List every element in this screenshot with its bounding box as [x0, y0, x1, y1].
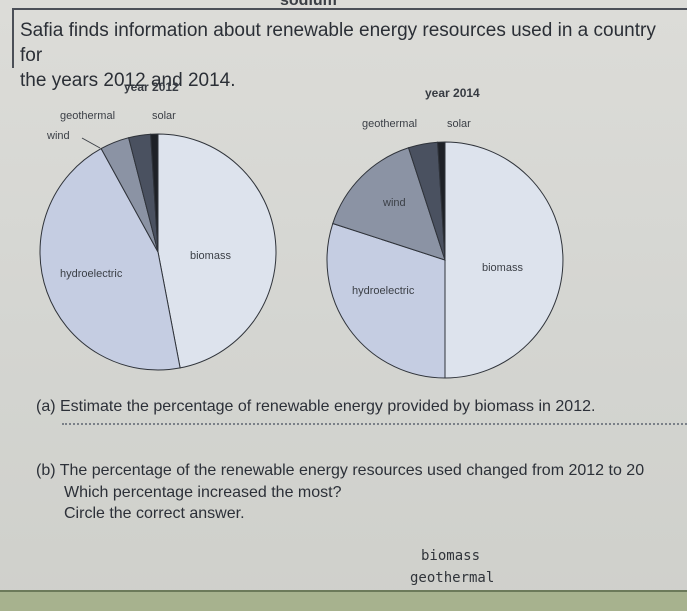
question-a: (a) Estimate the percentage of renewable…	[36, 398, 596, 415]
pie-chart-2012	[39, 133, 277, 371]
label-2012-wind: wind	[47, 130, 70, 142]
pie-slice-2014-wind	[332, 147, 446, 261]
label-2014-hydroelectric: hydroelectric	[352, 285, 415, 297]
label-2012-solar: solar	[152, 110, 176, 122]
chart-2014-title: year 2014	[425, 86, 480, 100]
pie-slice-2014-solar	[437, 141, 446, 261]
label-2012-hydroelectric: hydroelectric	[60, 268, 123, 280]
intro-line-1: Safia finds information about renewable …	[20, 20, 656, 66]
pie-slice-2012-solar	[150, 133, 159, 253]
pie-slice-2014-hydroelectric	[326, 222, 446, 379]
label-2014-wind: wind	[383, 197, 406, 209]
bottom-rule	[0, 590, 687, 592]
pie-chart-2014	[326, 141, 564, 379]
top-border	[12, 8, 687, 10]
question-b-line-3: Circle the correct answer.	[64, 505, 245, 522]
answer-option-geothermal[interactable]: geothermal	[410, 570, 495, 586]
intro-line-2: the years 2012 and 2014.	[20, 70, 236, 91]
label-2012-biomass: biomass	[190, 250, 231, 262]
label-2014-geothermal: geothermal	[362, 118, 418, 130]
question-intro: Safia finds information about renewable …	[20, 18, 680, 93]
answer-line-a[interactable]	[62, 423, 687, 425]
label-2014-solar: solar	[447, 118, 471, 130]
question-b-line-1: (b) The percentage of the renewable ener…	[36, 462, 645, 479]
pie-slice-2012-hydroelectric	[39, 147, 181, 371]
pie-slice-2014-biomass	[444, 141, 564, 379]
chart-2012-title: year 2012	[124, 80, 179, 94]
pie-slice-2012-biomass	[157, 133, 277, 369]
answer-option-biomass[interactable]: biomass	[421, 548, 481, 564]
label-2012-geothermal: geothermal	[60, 110, 116, 122]
bottom-band	[0, 592, 687, 611]
question-b-line-2: Which percentage increased the most?	[64, 484, 342, 501]
cut-off-heading: sodium	[280, 0, 337, 9]
label-2014-biomass: biomass	[482, 262, 523, 274]
left-border	[12, 8, 14, 68]
